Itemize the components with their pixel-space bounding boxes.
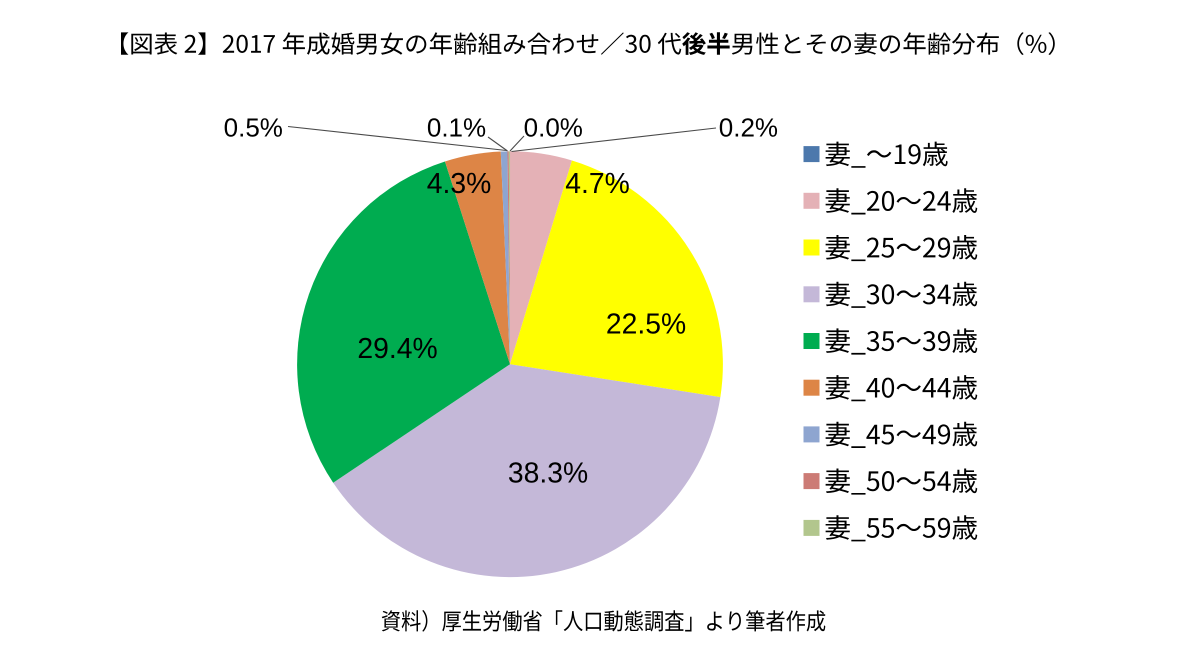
svg-text:29.4%: 29.4% xyxy=(357,332,437,364)
svg-text:0.0%: 0.0% xyxy=(524,112,583,142)
svg-text:0.5%: 0.5% xyxy=(224,112,283,142)
svg-text:4.3%: 4.3% xyxy=(427,167,492,199)
svg-text:0.1%: 0.1% xyxy=(427,112,486,142)
svg-text:0.2%: 0.2% xyxy=(719,112,778,142)
svg-text:38.3%: 38.3% xyxy=(508,457,588,489)
svg-text:4.7%: 4.7% xyxy=(565,167,630,199)
svg-text:22.5%: 22.5% xyxy=(606,308,686,340)
